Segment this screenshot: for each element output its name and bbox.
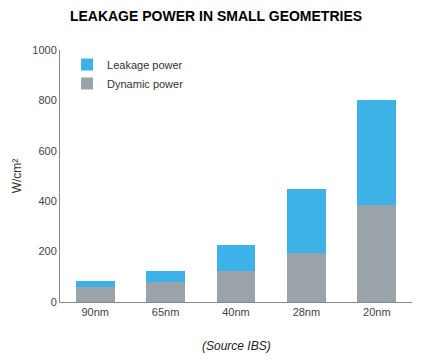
svg-text:90nm: 90nm [81,306,109,318]
svg-text:1000: 1000 [32,44,56,56]
svg-text:Dynamic power: Dynamic power [107,78,183,90]
svg-text:28nm: 28nm [293,306,321,318]
svg-text:(Source IBS): (Source IBS) [202,339,271,353]
svg-text:Leakage power: Leakage power [107,59,183,71]
svg-text:LEAKAGE POWER IN SMALL GEOMETR: LEAKAGE POWER IN SMALL GEOMETRIES [70,8,362,24]
svg-text:800: 800 [38,94,56,106]
svg-text:200: 200 [38,245,56,257]
svg-text:65nm: 65nm [152,306,180,318]
svg-text:0: 0 [51,296,57,308]
svg-text:20nm: 20nm [363,306,391,318]
svg-text:40nm: 40nm [222,306,250,318]
svg-text:W/cm²: W/cm² [10,159,24,194]
svg-text:400: 400 [38,195,56,207]
svg-text:600: 600 [38,145,56,157]
